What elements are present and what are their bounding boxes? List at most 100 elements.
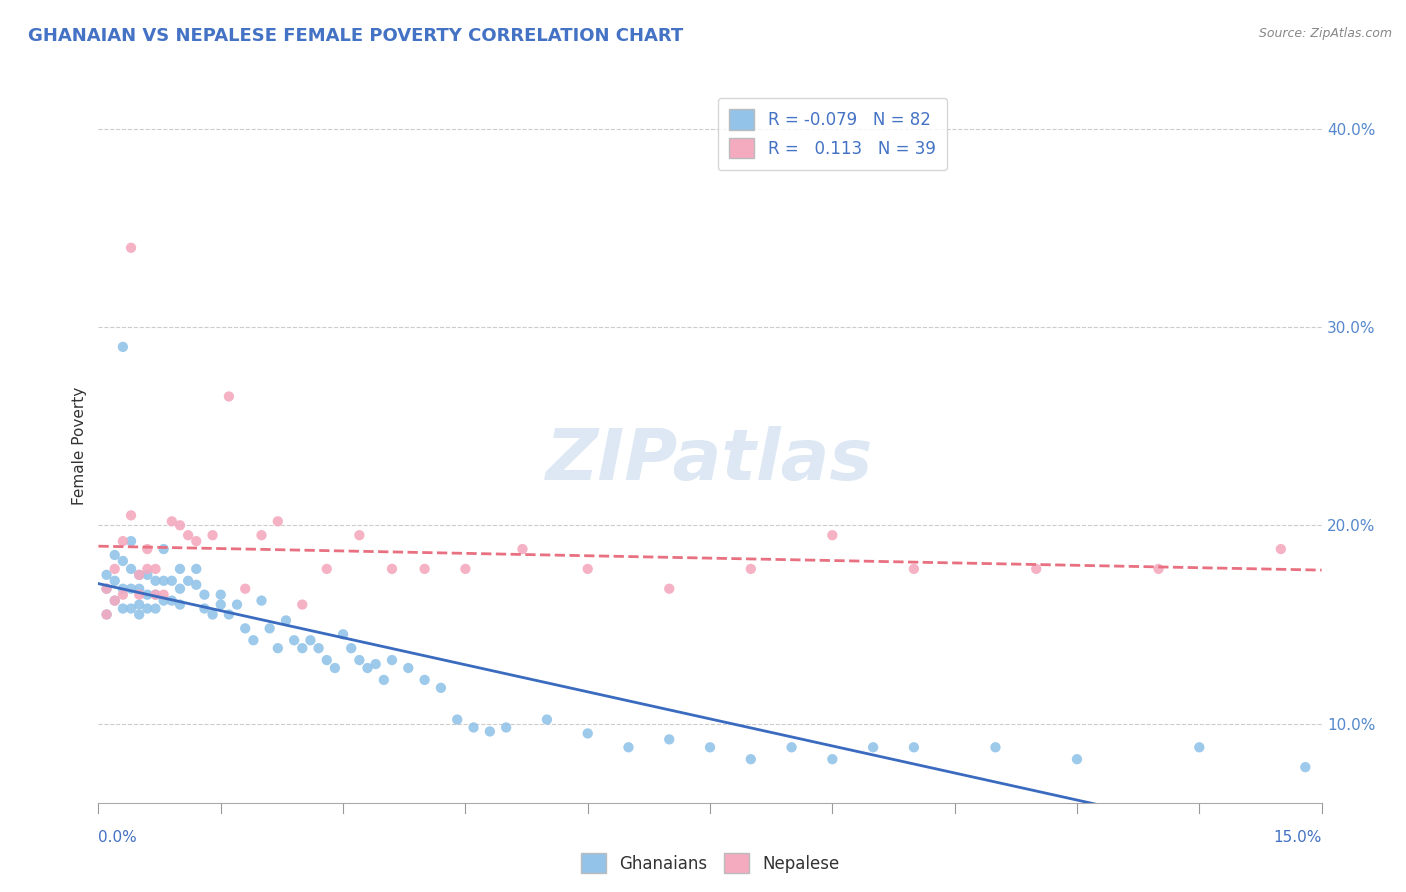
Point [1188, 740, 1211, 755]
Point [104, 548, 127, 562]
Point [381, 653, 404, 667]
Point [364, 657, 387, 671]
Point [128, 607, 150, 622]
Point [136, 567, 159, 582]
Point [201, 607, 224, 622]
Point [250, 528, 273, 542]
Point [104, 593, 127, 607]
Point [323, 661, 346, 675]
Point [111, 554, 134, 568]
Point [413, 562, 436, 576]
Text: Source: ZipAtlas.com: Source: ZipAtlas.com [1258, 27, 1392, 40]
Point [233, 582, 256, 596]
Point [128, 598, 150, 612]
Point [862, 740, 884, 755]
Legend: Ghanaians, Nepalese: Ghanaians, Nepalese [574, 847, 846, 880]
Point [1294, 760, 1316, 774]
Point [136, 588, 159, 602]
Point [186, 578, 208, 592]
Point [111, 582, 134, 596]
Point [96, 607, 118, 622]
Point [356, 661, 378, 675]
Point [315, 562, 337, 576]
Point [315, 653, 337, 667]
Point [903, 562, 925, 576]
Point [120, 601, 142, 615]
Point [160, 514, 183, 528]
Text: GHANAIAN VS NEPALESE FEMALE POVERTY CORRELATION CHART: GHANAIAN VS NEPALESE FEMALE POVERTY CORR… [28, 27, 683, 45]
Text: ZIPatlas: ZIPatlas [547, 425, 873, 495]
Point [658, 582, 681, 596]
Point [495, 721, 517, 735]
Y-axis label: Female Poverty: Female Poverty [72, 387, 87, 505]
Point [111, 601, 134, 615]
Point [740, 562, 762, 576]
Point [186, 534, 208, 549]
Point [283, 633, 305, 648]
Point [699, 740, 721, 755]
Point [349, 653, 371, 667]
Text: 15.0%: 15.0% [1274, 830, 1322, 845]
Point [617, 740, 640, 755]
Point [349, 528, 371, 542]
Point [250, 593, 273, 607]
Point [396, 661, 419, 675]
Point [111, 588, 134, 602]
Point [177, 528, 200, 542]
Point [160, 593, 183, 607]
Point [160, 574, 183, 588]
Point [299, 633, 322, 648]
Point [218, 389, 240, 403]
Point [128, 588, 150, 602]
Point [340, 641, 363, 656]
Point [152, 593, 174, 607]
Point [136, 562, 159, 576]
Point [120, 582, 142, 596]
Point [104, 562, 127, 576]
Point [209, 588, 232, 602]
Point [201, 528, 224, 542]
Point [169, 518, 191, 533]
Point [145, 588, 167, 602]
Point [1025, 562, 1047, 576]
Point [512, 542, 534, 557]
Point [536, 713, 558, 727]
Point [463, 721, 485, 735]
Point [332, 627, 354, 641]
Point [145, 588, 167, 602]
Point [169, 562, 191, 576]
Point [821, 752, 844, 766]
Point [111, 534, 134, 549]
Point [373, 673, 395, 687]
Point [169, 598, 191, 612]
Point [120, 508, 142, 523]
Point [381, 562, 404, 576]
Point [128, 567, 150, 582]
Point [120, 562, 142, 576]
Point [120, 241, 142, 255]
Point [430, 681, 453, 695]
Point [576, 726, 599, 740]
Point [209, 598, 232, 612]
Point [291, 598, 314, 612]
Point [186, 562, 208, 576]
Point [1147, 562, 1170, 576]
Point [193, 588, 215, 602]
Point [152, 542, 174, 557]
Point [128, 582, 150, 596]
Point [96, 607, 118, 622]
Point [478, 724, 501, 739]
Point [96, 582, 118, 596]
Point [291, 641, 314, 656]
Point [104, 574, 127, 588]
Point [169, 582, 191, 596]
Point [152, 588, 174, 602]
Point [984, 740, 1007, 755]
Point [274, 614, 297, 628]
Point [145, 562, 167, 576]
Point [413, 673, 436, 687]
Point [193, 601, 215, 615]
Point [136, 542, 159, 557]
Point [1066, 752, 1088, 766]
Point [120, 534, 142, 549]
